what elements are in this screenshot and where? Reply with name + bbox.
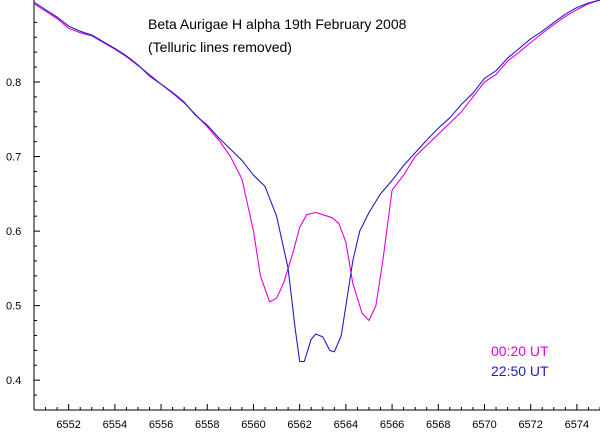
y-tick-label: 0.5 — [6, 301, 21, 313]
x-tick-label: 6562 — [287, 419, 311, 431]
x-tick-label: 6558 — [195, 419, 219, 431]
chart-title: Beta Aurigae H alpha 19th February 2008 — [148, 16, 407, 32]
x-tick-label: 6560 — [241, 419, 265, 431]
x-tick-label: 6572 — [518, 419, 542, 431]
legend-entry-00-20: 00:20 UT — [491, 343, 549, 359]
x-tick-label: 6566 — [380, 419, 404, 431]
y-tick-label: 0.8 — [6, 77, 21, 89]
x-tick-label: 6552 — [56, 419, 80, 431]
axes-layer — [33, 0, 600, 411]
legend-entry-22-50: 22:50 UT — [491, 363, 549, 379]
y-tick-label: 0.4 — [6, 375, 21, 387]
x-tick-label: 6568 — [426, 419, 450, 431]
x-tick-label: 6564 — [334, 419, 358, 431]
y-tick-label: 0.7 — [6, 152, 21, 164]
series-line-1 — [33, 0, 600, 363]
x-tick-label: 6570 — [472, 419, 496, 431]
y-tick-label: 0.6 — [6, 226, 21, 238]
x-tick-label: 6574 — [565, 419, 589, 431]
x-tick-label: 6554 — [103, 419, 127, 431]
series-layer — [33, 0, 600, 363]
x-tick-label: 6556 — [149, 419, 173, 431]
chart-subtitle: (Telluric lines removed) — [148, 39, 292, 55]
ticks-layer: 6552 6554 6556 6558 6560 6562 6564 6566 6568 6570… — [6, 21, 600, 431]
